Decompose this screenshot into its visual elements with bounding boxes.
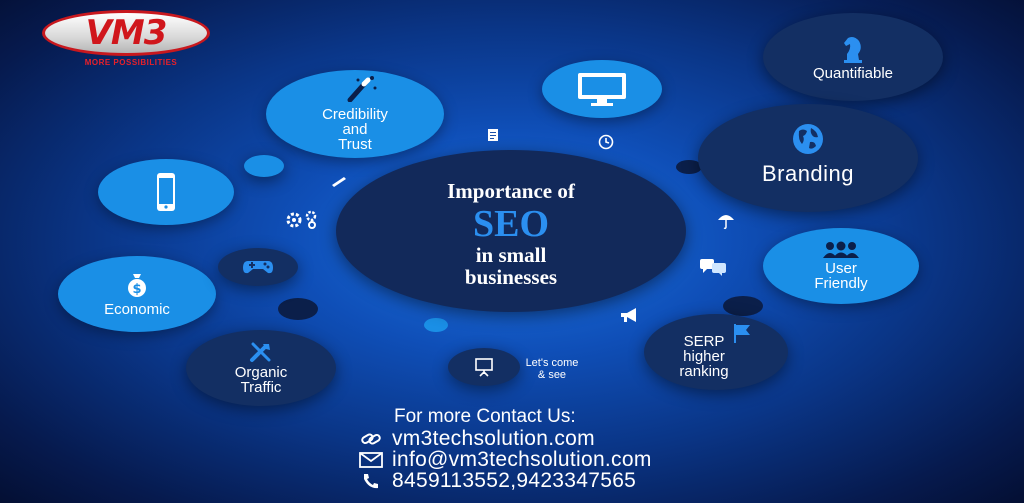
globe-icon (791, 122, 825, 156)
contact-heading: For more Contact Us: (394, 406, 576, 427)
monitor-icon (575, 71, 629, 107)
credibility-trust-bubble: Credibility and Trust (266, 70, 444, 158)
gears-icon (282, 208, 322, 230)
umbrella-icon (716, 212, 736, 230)
mobile-phone-icon (155, 172, 177, 212)
website-row[interactable]: vm3techsolution.com (358, 426, 652, 450)
tools-icon (249, 341, 273, 363)
megaphone-icon (619, 307, 641, 323)
contact-section: For more Contact Us: vm3techsolution.com… (358, 406, 652, 492)
email-row[interactable]: info@vm3techsolution.com (358, 447, 652, 471)
center-title-seo: SEO (472, 202, 550, 245)
user-friendly-bubble: User Friendly (763, 228, 919, 304)
center-title-bubble: Importance of SEO in small businesses (336, 150, 686, 312)
phone-icon (358, 472, 384, 490)
website-link[interactable]: vm3techsolution.com (392, 426, 595, 450)
lets-come-see-label: Let's come & see (525, 357, 579, 381)
economic-label: Economic (104, 300, 170, 318)
mobile-bubble (98, 159, 234, 225)
branding-bubble: Branding (698, 104, 918, 212)
chess-knight-icon (839, 34, 867, 64)
logo-oval: VM3 (42, 10, 210, 56)
pencil-icon (330, 174, 348, 188)
economic-bubble: $ Economic (58, 256, 216, 332)
decor-dot (676, 160, 702, 174)
email-link[interactable]: info@vm3techsolution.com (392, 447, 652, 471)
decor-dot (424, 318, 448, 332)
gamepad-icon (242, 259, 274, 275)
organic-traffic-bubble: Organic Traffic (186, 330, 336, 406)
decor-dot (278, 298, 318, 320)
user-friendly-label: User Friendly (814, 260, 868, 292)
presentation-bubble (448, 348, 520, 386)
serp-ranking-bubble: SERP higher ranking (644, 314, 788, 390)
gamepad-bubble (218, 248, 298, 286)
mail-icon (358, 451, 384, 468)
users-icon (821, 241, 861, 259)
clock-icon (598, 134, 614, 150)
money-bag-icon: $ (124, 272, 150, 298)
center-title-line4: businesses (464, 264, 558, 289)
presentation-icon (474, 357, 494, 377)
chat-icon (698, 257, 728, 277)
monitor-bubble (542, 60, 662, 118)
branding-label: Branding (761, 161, 855, 186)
center-title-line3: in small (475, 242, 547, 267)
svg-text:$: $ (132, 282, 141, 297)
phone-numbers[interactable]: 8459113552,9423347565 (392, 468, 637, 492)
vm3-logo: VM3 MORE POSSIBILITIES (42, 10, 212, 68)
center-title-line1: Importance of (447, 178, 575, 203)
document-icon (486, 128, 500, 142)
logo-tagline: MORE POSSIBILITIES (84, 58, 178, 67)
flag-icon (732, 322, 752, 344)
phone-row[interactable]: 8459113552,9423347565 (358, 468, 652, 492)
link-icon (358, 431, 384, 447)
organic-traffic-label: Organic Traffic (234, 364, 288, 396)
decor-dot (723, 296, 763, 316)
credibility-trust-label: Credibility and Trust (322, 105, 388, 153)
logo-brand: VM3 (85, 13, 168, 53)
quantifiable-bubble: Quantifiable (763, 13, 943, 101)
serp-ranking-label: SERP higher ranking (679, 332, 729, 380)
quantifiable-label: Quantifiable (812, 64, 894, 82)
decor-dot (244, 155, 284, 177)
wand-icon (344, 74, 378, 102)
